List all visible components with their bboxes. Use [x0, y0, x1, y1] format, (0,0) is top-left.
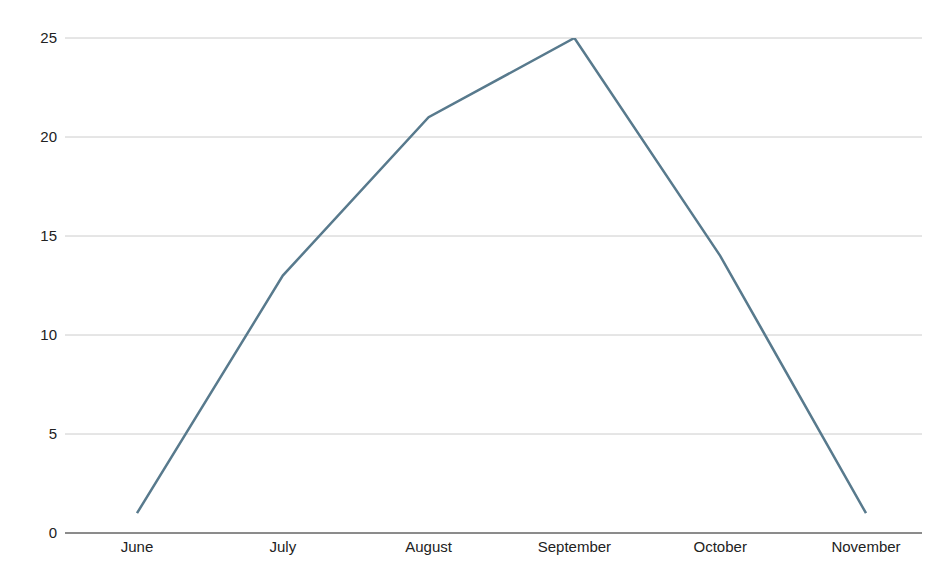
svg-text:September: September — [538, 538, 611, 555]
svg-text:5: 5 — [49, 425, 57, 442]
svg-text:15: 15 — [40, 227, 57, 244]
svg-text:November: November — [831, 538, 900, 555]
svg-text:0: 0 — [49, 524, 57, 541]
svg-text:October: October — [694, 538, 747, 555]
svg-text:July: July — [269, 538, 296, 555]
svg-text:25: 25 — [40, 29, 57, 46]
svg-text:20: 20 — [40, 128, 57, 145]
svg-text:10: 10 — [40, 326, 57, 343]
svg-text:August: August — [405, 538, 453, 555]
svg-text:June: June — [121, 538, 154, 555]
